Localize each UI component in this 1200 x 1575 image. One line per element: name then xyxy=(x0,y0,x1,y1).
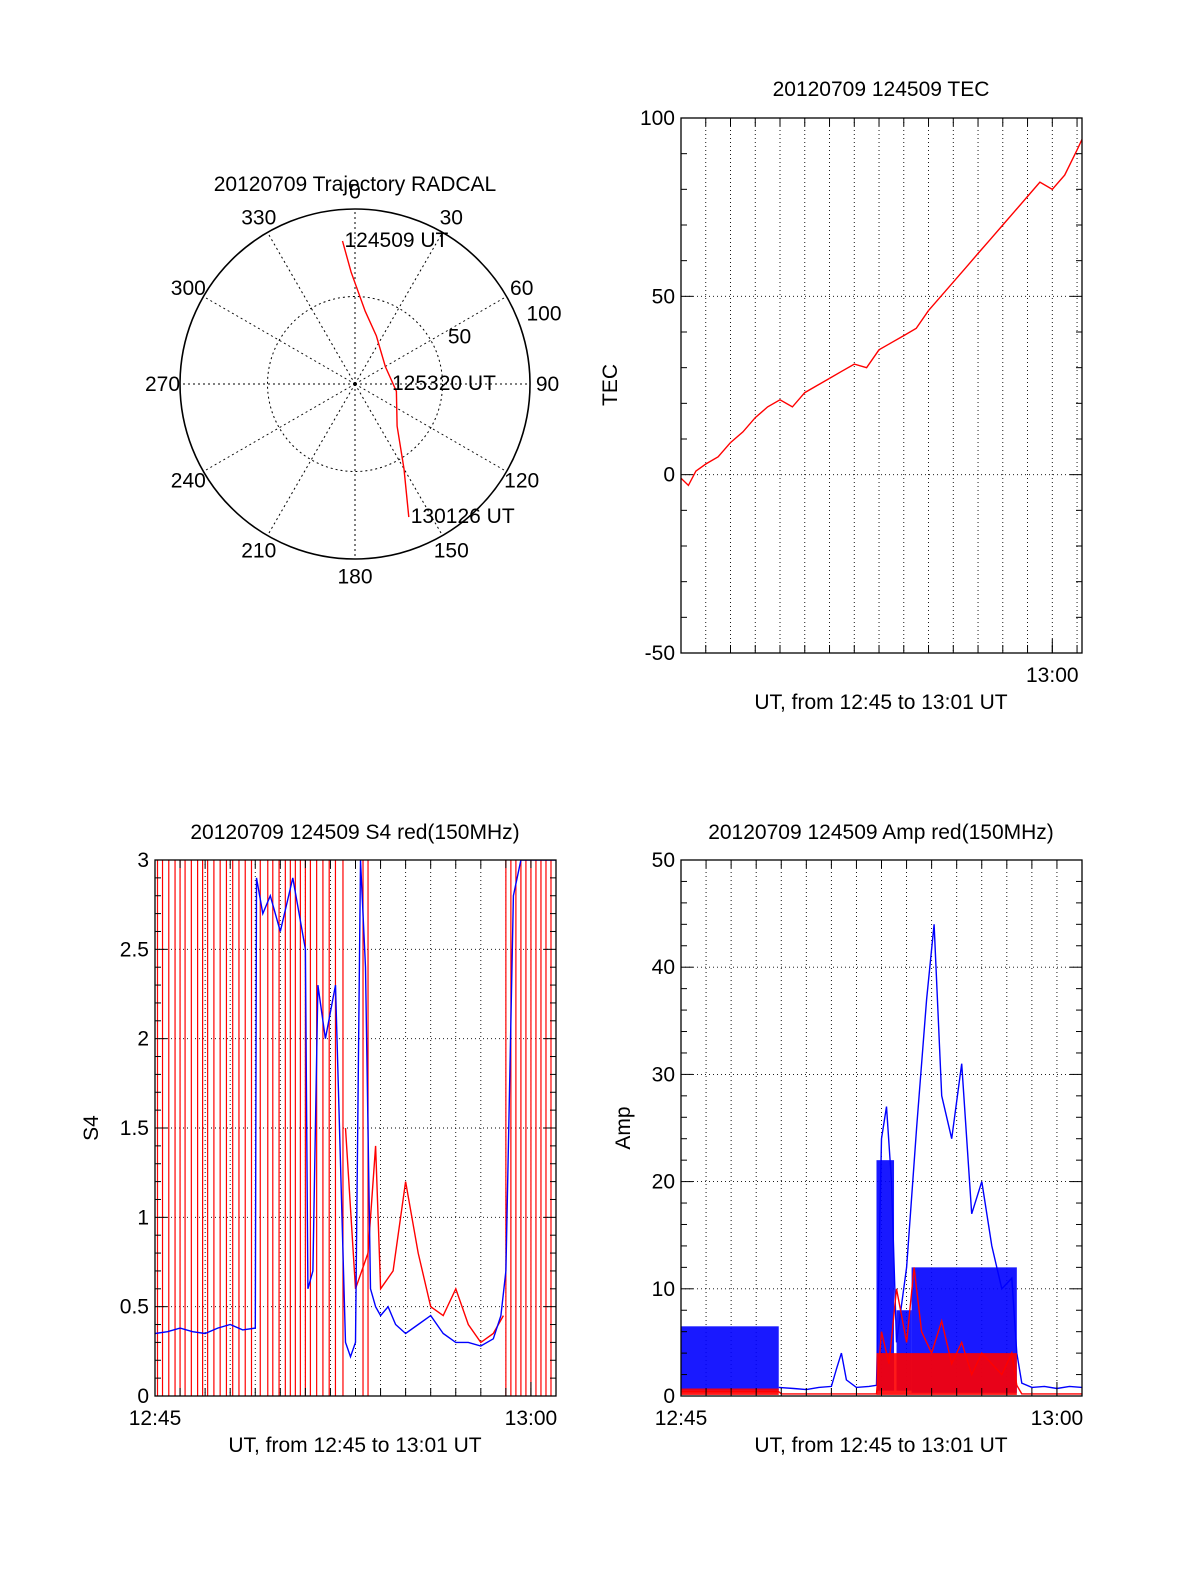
amp-xtick-label: 12:45 xyxy=(655,1407,708,1430)
tec-ytick-label: 100 xyxy=(640,107,675,130)
polar-azimuth-label: 0 xyxy=(349,181,361,204)
amp-ytick-label: 30 xyxy=(652,1063,675,1086)
amp-xtick-label: 13:00 xyxy=(1031,1407,1084,1430)
polar-time-annotation: 124509 UT xyxy=(344,229,448,252)
polar-azimuth-label: 270 xyxy=(145,373,180,396)
amp-plot-area: 0 10 20 30 40 50 12:45 13:00 xyxy=(652,849,1084,1430)
polar-grid xyxy=(179,208,531,560)
polar-spoke xyxy=(354,296,507,385)
amp-ytick-label: 50 xyxy=(652,849,675,872)
s4-ytick-label: 0 xyxy=(137,1385,149,1408)
polar-chart: 20120709 Trajectory RADCAL 0 30 60 90 120 150… xyxy=(145,173,562,589)
amp-series-group xyxy=(681,924,1082,1395)
polar-azimuth-label: 210 xyxy=(241,540,276,563)
polar-azimuth-label: 30 xyxy=(440,206,463,229)
tec-series-group xyxy=(681,139,1082,487)
s4-series-group xyxy=(155,860,556,1396)
tec-ytick-label: 0 xyxy=(663,464,675,487)
polar-azimuth-label: 180 xyxy=(337,566,372,589)
amp-chart: 20120709 124509 Amp red(150MHz) Amp UT, … xyxy=(612,821,1083,1457)
tec-title: 20120709 124509 TEC xyxy=(773,78,990,101)
polar-azimuth-label: 300 xyxy=(171,277,206,300)
polar-azimuth-label: 150 xyxy=(434,540,469,563)
amp-series-red-band xyxy=(876,1353,1017,1395)
s4-ytick-label: 3 xyxy=(137,849,149,872)
s4-plot-area: 0 0.5 1 1.5 2 2.5 3 12:45 13:00 xyxy=(120,849,557,1430)
polar-labels: 0 30 60 90 120 150 180 210 240 270 300 330 50 100 1245… xyxy=(145,181,562,589)
amp-title: 20120709 124509 Amp red(150MHz) xyxy=(708,821,1054,844)
tec-chart: 20120709 124509 TEC TEC UT, from 12:45 t… xyxy=(599,78,1083,714)
polar-title: 20120709 Trajectory RADCAL xyxy=(214,173,497,196)
polar-outer-ring xyxy=(179,208,531,560)
tec-plot-area: -50 0 50 100 13:00 xyxy=(640,107,1083,687)
s4-xtick-label: 12:45 xyxy=(129,1407,182,1430)
polar-radial-label: 50 xyxy=(448,325,471,348)
s4-title: 20120709 124509 S4 red(150MHz) xyxy=(190,821,519,844)
polar-trajectory xyxy=(341,240,410,518)
polar-time-annotation: 130126 UT xyxy=(411,505,515,528)
polar-inner-ring xyxy=(267,296,443,472)
polar-azimuth-label: 240 xyxy=(171,469,206,492)
polar-spoke xyxy=(354,383,507,472)
polar-spoke xyxy=(354,232,443,385)
tec-xlabel: UT, from 12:45 to 13:01 UT xyxy=(754,691,1007,714)
s4-chart: 20120709 124509 S4 red(150MHz) S4 UT, fr… xyxy=(80,821,557,1457)
amp-xlabel: UT, from 12:45 to 13:01 UT xyxy=(754,1434,1007,1457)
s4-ytick-label: 0.5 xyxy=(120,1296,149,1319)
polar-spoke xyxy=(203,296,356,385)
amp-ytick-label: 0 xyxy=(663,1385,675,1408)
polar-azimuth-label: 120 xyxy=(504,469,539,492)
polar-azimuth-label: 90 xyxy=(536,373,559,396)
amp-ylabel: Amp xyxy=(612,1106,635,1149)
tec-ytick-label: 50 xyxy=(652,285,675,308)
amp-ytick-label: 20 xyxy=(652,1171,675,1194)
tec-ytick-label: -50 xyxy=(645,642,675,665)
polar-time-annotation: 125320 UT xyxy=(392,372,496,395)
amp-series-blue-line xyxy=(778,924,1082,1391)
tec-ylabel: TEC xyxy=(599,364,622,406)
polar-spoke xyxy=(267,232,356,385)
polar-spoke xyxy=(203,383,356,472)
s4-xtick-label: 13:00 xyxy=(505,1407,558,1430)
polar-spoke xyxy=(267,383,356,536)
s4-series-blue-line xyxy=(155,860,556,1359)
amp-series-red-line xyxy=(681,1267,1082,1395)
amp-ytick-label: 10 xyxy=(652,1278,675,1301)
amp-ytick-label: 40 xyxy=(652,956,675,979)
polar-azimuth-label: 60 xyxy=(510,277,533,300)
tec-series-main-line xyxy=(681,139,1082,487)
tec-xtick-label: 13:00 xyxy=(1026,664,1079,687)
amp-series-blue-band xyxy=(681,1326,779,1391)
s4-ytick-label: 1 xyxy=(137,1206,149,1229)
s4-ylabel: S4 xyxy=(80,1115,103,1141)
tec-frame xyxy=(680,117,1083,654)
s4-ytick-label: 1.5 xyxy=(120,1117,149,1140)
polar-radial-label: 100 xyxy=(527,303,562,326)
polar-spoke xyxy=(354,383,443,536)
s4-ytick-label: 2 xyxy=(137,1028,149,1051)
s4-ytick-label: 2.5 xyxy=(120,938,149,961)
s4-series-red-line xyxy=(344,1127,505,1344)
polar-azimuth-label: 330 xyxy=(241,206,276,229)
polar-trajectory-line xyxy=(341,240,410,518)
s4-xlabel: UT, from 12:45 to 13:01 UT xyxy=(228,1434,481,1457)
